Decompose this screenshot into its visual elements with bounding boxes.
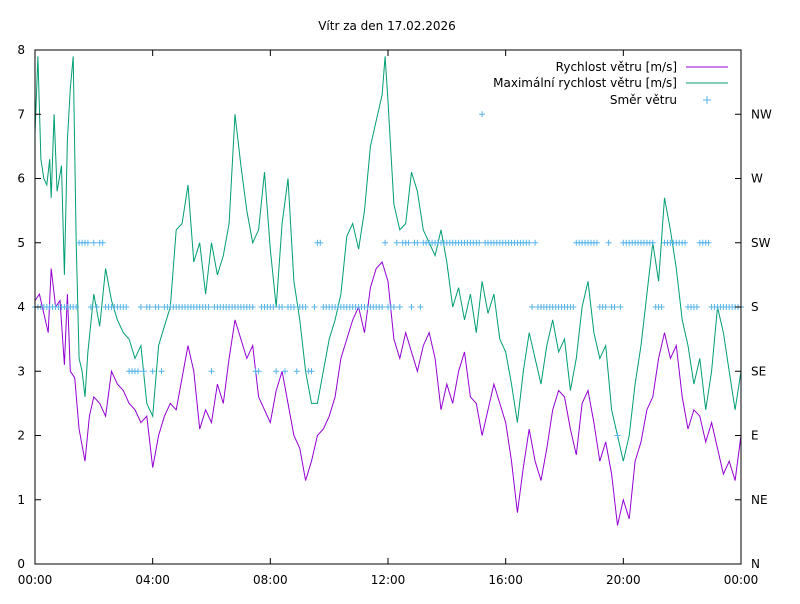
direction-point <box>73 304 80 310</box>
y-tick-label: 8 <box>17 43 25 57</box>
x-tick-label: 04:00 <box>135 573 170 587</box>
y2-tick-label: N <box>751 557 760 571</box>
direction-point <box>90 239 97 246</box>
legend-swatch-direction <box>703 96 711 104</box>
chart-title: Vítr za den 17.02.2026 <box>318 19 456 33</box>
y-tick-label: 3 <box>17 364 25 378</box>
direction-point <box>602 304 609 310</box>
direction-point <box>205 304 212 310</box>
direction-point <box>293 368 300 375</box>
direction-point <box>476 239 483 246</box>
direction-point <box>208 368 215 375</box>
y2-tick-label: NW <box>751 107 772 121</box>
direction-point <box>99 239 106 246</box>
direction-point <box>155 304 162 310</box>
direction-point <box>84 239 91 246</box>
legend: Rychlost větru [m/s] Maximální rychlost … <box>493 60 728 107</box>
x-tick-label: 16:00 <box>488 573 523 587</box>
direction-point <box>649 239 656 246</box>
direction-point <box>249 304 256 310</box>
direction-point <box>682 239 689 246</box>
direction-point <box>417 304 424 310</box>
y-tick-label: 0 <box>17 557 25 571</box>
series-line-1 <box>34 56 742 462</box>
y2-tick-label: NE <box>751 493 768 507</box>
x-tick-label: 20:00 <box>606 573 641 587</box>
direction-point <box>405 239 412 246</box>
direction-point <box>408 304 415 310</box>
y2-tick-label: E <box>751 429 759 443</box>
direction-point <box>270 304 277 310</box>
y-tick-label: 6 <box>17 172 25 186</box>
direction-point <box>146 304 153 310</box>
direction-point <box>605 239 612 246</box>
direction-point <box>149 368 156 375</box>
y2-tick-label: SE <box>751 364 766 378</box>
y2-tick-label: S <box>751 300 759 314</box>
direction-point <box>317 239 324 246</box>
y-tick-label: 5 <box>17 236 25 250</box>
x-tick-label: 12:00 <box>371 573 406 587</box>
direction-point <box>382 239 389 246</box>
direction-point <box>617 304 624 310</box>
direction-point <box>282 368 288 375</box>
direction-point <box>255 368 262 375</box>
x-tick-label: 00:00 <box>18 573 53 587</box>
direction-point <box>611 304 618 310</box>
direction-point <box>273 368 280 375</box>
direction-point <box>614 432 621 439</box>
direction-point <box>302 304 309 310</box>
direction-point <box>311 304 318 310</box>
direction-point <box>593 239 600 246</box>
direction-point <box>137 304 144 310</box>
direction-point <box>308 368 315 375</box>
x-tick-label: 08:00 <box>253 573 288 587</box>
y-tick-label: 1 <box>17 493 25 507</box>
series-points-2 <box>32 111 744 439</box>
legend-label-direction: Směr větru <box>610 93 677 107</box>
direction-point <box>414 239 421 246</box>
direction-point <box>140 368 147 375</box>
direction-point <box>290 304 297 310</box>
direction-point <box>279 304 286 310</box>
direction-point <box>390 304 397 310</box>
y-tick-label: 7 <box>17 107 25 121</box>
y2-tick-label: SW <box>751 236 771 250</box>
x-tick-label: 00:00 <box>724 573 759 587</box>
direction-point <box>526 239 533 246</box>
direction-point <box>123 304 130 310</box>
direction-point <box>379 304 386 310</box>
series-layer <box>32 56 744 526</box>
direction-point <box>479 111 486 118</box>
y-tick-label: 2 <box>17 429 25 443</box>
direction-point <box>570 304 577 310</box>
axes: 0 1 2 3 4 5 6 7 8 N NE E SE S SW W NW 00:00 04:00 08:00 12:0… <box>17 43 772 587</box>
direction-point <box>658 304 665 310</box>
direction-point <box>396 304 403 310</box>
direction-point <box>93 304 100 310</box>
direction-point <box>393 239 400 246</box>
direction-point <box>532 239 539 246</box>
legend-label-max-speed: Maximální rychlost větru [m/s] <box>493 76 677 90</box>
direction-point <box>135 368 141 375</box>
legend-label-speed: Rychlost větru [m/s] <box>556 60 677 74</box>
y-tick-label: 4 <box>17 300 25 314</box>
direction-point <box>158 368 165 375</box>
direction-point <box>693 304 700 310</box>
direction-point <box>87 304 94 310</box>
y2-tick-label: W <box>751 172 763 186</box>
series-line-0 <box>34 261 742 526</box>
direction-point <box>705 239 712 246</box>
direction-point <box>529 304 536 310</box>
